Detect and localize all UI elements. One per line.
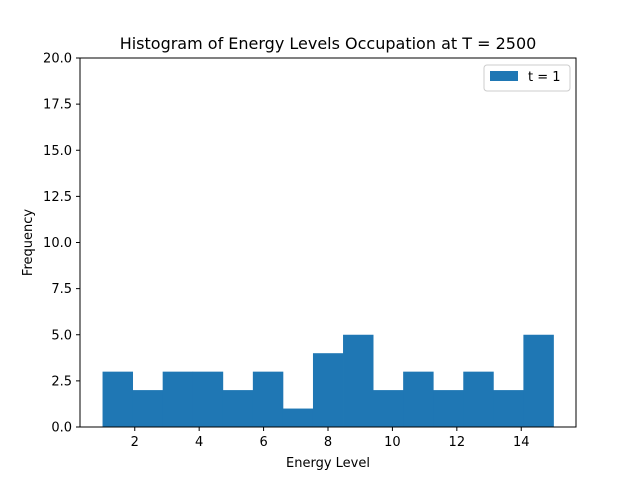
histogram-bar xyxy=(373,390,404,427)
x-axis-ticks: 2 4 6 8 10 12 14 xyxy=(131,427,530,450)
y-tick-label: 7.5 xyxy=(51,282,72,297)
x-axis-label: Energy Level xyxy=(286,456,370,471)
histogram-bar xyxy=(162,371,194,427)
y-tick-label: 0.0 xyxy=(51,421,72,436)
x-tick-label: 8 xyxy=(324,435,332,450)
histogram-bar xyxy=(282,408,314,427)
bars xyxy=(102,334,554,427)
x-tick-label: 12 xyxy=(449,435,466,450)
histogram-bar xyxy=(343,334,374,427)
x-tick-label: 14 xyxy=(513,435,530,450)
chart-title: Histogram of Energy Levels Occupation at… xyxy=(120,34,537,53)
legend-swatch xyxy=(490,71,518,81)
y-tick-label: 15.0 xyxy=(43,144,72,159)
histogram-bar xyxy=(132,390,164,427)
x-tick-label: 2 xyxy=(131,435,139,450)
x-tick-label: 6 xyxy=(259,435,267,450)
histogram-bar xyxy=(433,390,464,427)
y-tick-label: 20.0 xyxy=(43,52,72,67)
histogram-bar xyxy=(312,353,344,427)
histogram-bar xyxy=(102,371,134,427)
histogram-bar xyxy=(403,371,434,427)
y-tick-label: 10.0 xyxy=(43,236,72,251)
x-tick-label: 4 xyxy=(195,435,203,450)
histogram-bar xyxy=(463,371,494,427)
y-tick-label: 12.5 xyxy=(43,190,72,205)
y-axis-label: Frequency xyxy=(21,209,36,276)
histogram-bar xyxy=(493,390,524,427)
y-axis-ticks: 0.0 2.5 5.0 7.5 10.0 12.5 15.0 17.5 20.0 xyxy=(43,52,80,436)
histogram-bar xyxy=(252,371,284,427)
plot-frame xyxy=(79,57,577,428)
y-tick-label: 17.5 xyxy=(43,98,72,113)
histogram-bar xyxy=(192,371,224,427)
legend: t = 1 xyxy=(483,64,571,92)
y-tick-label: 5.0 xyxy=(51,328,72,343)
y-tick-label: 2.5 xyxy=(51,374,72,389)
x-tick-label: 10 xyxy=(384,435,401,450)
legend-label: t = 1 xyxy=(528,70,561,85)
histogram-bar xyxy=(222,390,254,427)
histogram-bar xyxy=(523,334,554,427)
